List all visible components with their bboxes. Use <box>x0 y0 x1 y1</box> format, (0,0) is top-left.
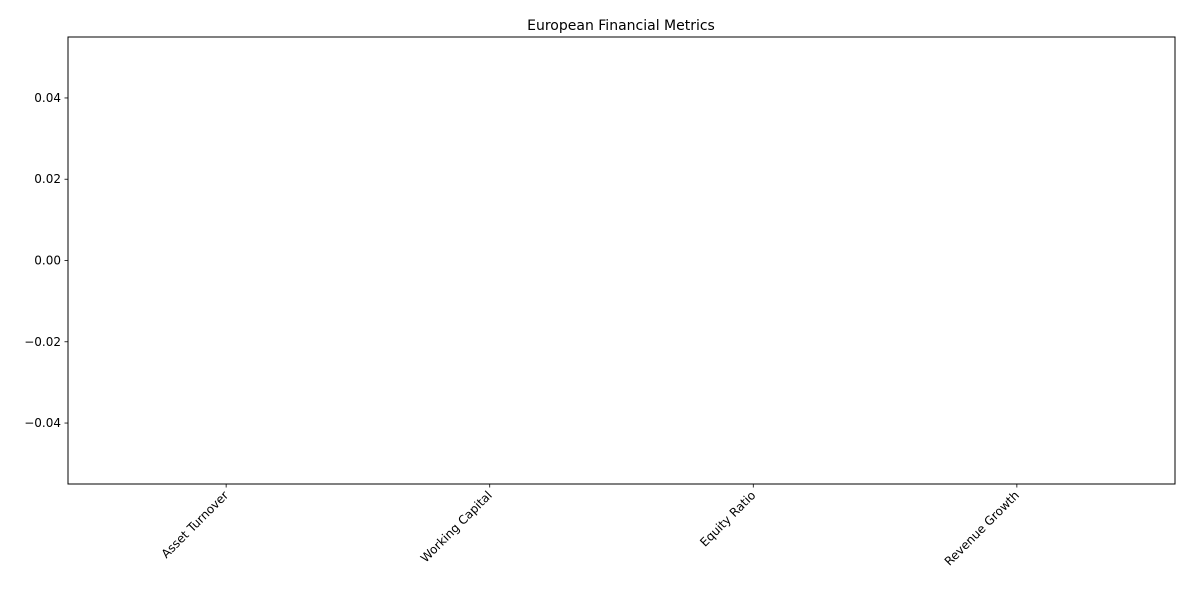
chart-title: European Financial Metrics <box>527 18 715 34</box>
y-tick-label: 0.00 <box>34 254 61 268</box>
y-tick-label: 0.02 <box>34 172 61 186</box>
y-tick-label: −0.02 <box>24 335 61 349</box>
y-tick-label: −0.04 <box>24 416 61 430</box>
y-tick-label: 0.04 <box>34 91 61 105</box>
